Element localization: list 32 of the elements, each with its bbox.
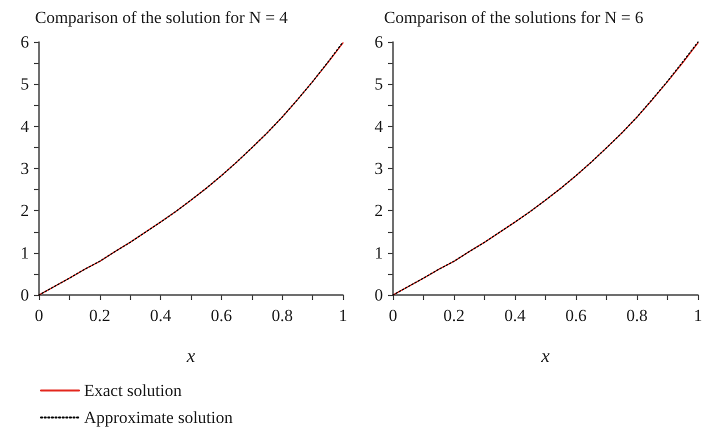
- legend-label: Exact solution: [84, 381, 182, 400]
- y-tick-label: 3: [374, 159, 382, 178]
- y-tick-label: 6: [374, 32, 382, 52]
- y-tick-label: 5: [374, 74, 382, 94]
- legend-label: Approximate solution: [84, 408, 234, 427]
- y-tick-label: 4: [374, 116, 383, 136]
- y-tick-label: 1: [374, 243, 382, 262]
- x-tick-label: 0: [34, 306, 44, 325]
- x-tick-label: 0.8: [272, 306, 293, 325]
- chart-title: Comparison of the solution for N = 4: [35, 8, 288, 27]
- x-tick-label: 0.2: [442, 306, 464, 325]
- x-tick-label: 0.8: [626, 306, 648, 325]
- x-tick-label: 0.4: [150, 306, 172, 325]
- x-tick-label: 1: [693, 306, 702, 325]
- x-tick-label: 0.6: [210, 306, 232, 325]
- y-tick-label: 6: [20, 32, 29, 52]
- x-axis-title: x: [186, 346, 196, 367]
- x-axis-title: x: [540, 346, 550, 367]
- x-tick-label: 0.2: [89, 306, 110, 325]
- x-tick-label: 0.4: [504, 306, 526, 325]
- y-tick-label: 2: [20, 201, 29, 220]
- y-tick-label: 0: [374, 286, 382, 304]
- y-tick-label: 4: [20, 116, 30, 136]
- x-tick-label: 0: [388, 306, 397, 325]
- y-tick-label: 0: [20, 286, 29, 304]
- y-tick-label: 2: [374, 201, 382, 220]
- y-tick-label: 1: [20, 243, 29, 262]
- x-tick-label: 0.6: [564, 306, 586, 325]
- x-tick-label: 1: [338, 306, 348, 325]
- y-tick-label: 5: [20, 74, 29, 94]
- y-tick-label: 3: [20, 159, 29, 178]
- chart-title: Comparison of the solutions for N = 6: [384, 8, 643, 27]
